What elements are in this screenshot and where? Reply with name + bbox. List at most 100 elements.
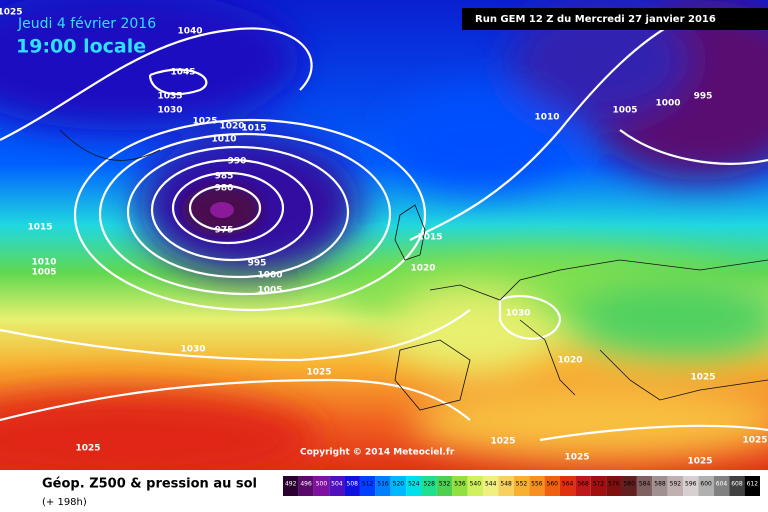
colorbar-tick-label: 528 <box>423 481 435 488</box>
coastlines <box>59 129 768 411</box>
colorbar-tick-label: 516 <box>377 481 389 488</box>
isobar-label: 985 <box>215 172 234 182</box>
colorbar-cell <box>359 476 376 496</box>
isobar-label: 1000 <box>257 271 282 281</box>
colorbar-cell <box>667 476 684 496</box>
colorbar-cell <box>483 476 499 496</box>
isobar-label: 1010 <box>211 135 236 145</box>
colorbar-tick-label: 492 <box>285 481 297 488</box>
isobar-label: 1015 <box>241 124 266 134</box>
colorbar-tick-label: 600 <box>700 481 712 488</box>
isobar-label: 1015 <box>417 233 442 243</box>
legend-lead: (+ 198h) <box>42 497 87 508</box>
isobar-label: 1030 <box>157 106 182 116</box>
isobar-label: 1010 <box>31 258 56 268</box>
colorbar-tick-label: 504 <box>331 481 343 488</box>
colorbar-tick-label: 612 <box>747 481 759 488</box>
colorbar-tick-label: 604 <box>716 481 728 488</box>
colorbar-cell <box>575 476 591 496</box>
colorbar-cell <box>313 476 330 496</box>
run-box <box>462 8 768 30</box>
colorbar-tick-label: 520 <box>393 481 405 488</box>
colorbar-cell <box>744 476 760 496</box>
legend-title: Géop. Z500 & pression au sol <box>42 477 257 492</box>
isobar-label: 1005 <box>31 268 56 278</box>
colorbar-cell <box>683 476 699 496</box>
colorbar-cell <box>329 476 345 496</box>
copyright: Copyright © 2014 Meteociel.fr <box>300 448 455 458</box>
colorbar-cell <box>621 476 637 496</box>
isobar-label: 1005 <box>257 286 282 296</box>
colorbar-tick-label: 576 <box>608 481 620 488</box>
isobar-label: 1020 <box>557 356 582 366</box>
isobar-label: 1010 <box>534 113 559 123</box>
colorbar-cell <box>436 476 453 496</box>
isobar-label: 975 <box>215 226 234 236</box>
isobar-label: 1025 <box>687 457 712 467</box>
colorbar-tick-label: 512 <box>362 481 374 488</box>
low-center <box>210 202 234 218</box>
colorbar-cell <box>390 476 407 496</box>
colorbar-cell <box>406 476 422 496</box>
colorbar-tick-label: 540 <box>470 481 482 488</box>
isobars <box>0 19 768 442</box>
isobar-label: 1025 <box>0 8 23 18</box>
isobar-label: 1025 <box>564 453 589 463</box>
isobar-label: 1025 <box>690 373 715 383</box>
colorbar-tick-label: 560 <box>547 481 559 488</box>
isobar-label: 990 <box>228 157 247 167</box>
colorbar-tick-label: 596 <box>685 481 697 488</box>
isobar-label: 1030 <box>505 309 530 319</box>
isobar-label: 1005 <box>612 106 637 116</box>
isobar-label: 1020 <box>219 122 244 132</box>
colorbar-cell <box>467 476 484 496</box>
colorbar-tick-label: 568 <box>577 481 589 488</box>
isobar-label: 1025 <box>490 437 515 447</box>
colorbar-cell <box>375 476 391 496</box>
colorbar-tick-label: 532 <box>439 481 451 488</box>
run-info: Run GEM 12 Z du Mercredi 27 janvier 2016 <box>475 14 716 25</box>
colorbar: 492 496 500 504 508 512 516 520 524 528 532 536 540 5… <box>283 476 760 496</box>
colorbar-tick-label: 508 <box>347 481 359 488</box>
colorbar-cell <box>513 476 530 496</box>
isobar-label: 1025 <box>192 117 217 127</box>
colorbar-tick-label: 544 <box>485 481 497 488</box>
isobar-label: 1000 <box>655 99 680 109</box>
isobar-label: 1025 <box>742 436 767 446</box>
colorbar-cell <box>544 476 560 496</box>
isobar-label: 1015 <box>27 223 52 233</box>
isobar-label: 995 <box>248 259 267 269</box>
colorbar-tick-label: 500 <box>316 481 328 488</box>
colorbar-cell <box>698 476 714 496</box>
colorbar-cell <box>636 476 653 496</box>
colorbar-cell <box>729 476 745 496</box>
colorbar-cell <box>283 476 299 496</box>
colorbar-cell <box>452 476 468 496</box>
isobar-label: 1035 <box>157 92 182 102</box>
colorbar-cell <box>344 476 360 496</box>
isobar-label: 1040 <box>177 27 202 37</box>
colorbar-tick-label: 580 <box>623 481 635 488</box>
colorbar-tick-label: 592 <box>670 481 682 488</box>
colorbar-tick-label: 536 <box>454 481 466 488</box>
colorbar-cell <box>421 476 437 496</box>
colorbar-tick-label: 572 <box>593 481 605 488</box>
forecast-time: 19:00 locale <box>16 36 146 58</box>
colorbar-cell <box>590 476 607 496</box>
colorbar-tick-label: 524 <box>408 481 420 488</box>
isobar-label: 1025 <box>306 368 331 378</box>
isobar-label: 1025 <box>75 444 100 454</box>
colorbar-cell <box>498 476 514 496</box>
isobar-label: 1020 <box>410 264 435 274</box>
colorbar-cell <box>713 476 730 496</box>
isobar-label: 1030 <box>180 345 205 355</box>
isobar-label: 995 <box>694 92 713 102</box>
colorbar-tick-label: 552 <box>516 481 528 488</box>
colorbar-tick-label: 496 <box>300 481 312 488</box>
colorbar-cell <box>529 476 545 496</box>
colorbar-tick-label: 608 <box>731 481 743 488</box>
height-field <box>0 0 768 490</box>
colorbar-tick-label: 564 <box>562 481 574 488</box>
colorbar-cell <box>606 476 622 496</box>
